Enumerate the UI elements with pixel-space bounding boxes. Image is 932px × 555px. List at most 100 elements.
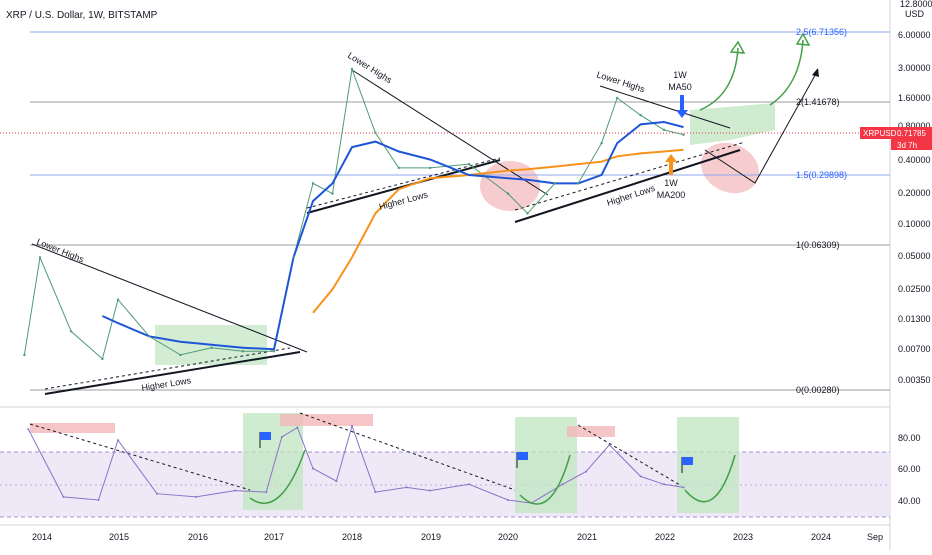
rsi-red-zone-2 [280,414,373,426]
price-point [662,128,666,132]
flag-icon [259,432,271,448]
price-point [23,353,26,357]
current-symbol: XRPUSD [863,129,897,138]
annotation-ma200-line1: 1W [664,178,678,188]
trendline-higher-lows-3 [514,149,741,223]
fib-label-1-5: 1.5(0.29898) [796,170,847,180]
price-point [210,346,213,350]
price-point [639,114,642,117]
price-axis[interactable]: 12.80000 USD 6.00000 3.00000 1.60000 0.8… [898,0,932,385]
rsi-axis-label: 80.00 [898,433,921,443]
price-point [600,141,603,145]
rsi-trendline-1 [29,423,251,491]
rsi-axis-label: 40.00 [898,496,921,506]
time-axis-label: 2022 [655,532,675,542]
time-axis-label: Sep [867,532,883,542]
ma50-series [101,120,684,351]
price-axis-label: 0.02500 [898,284,931,294]
rsi-point [507,499,509,501]
projection-path [704,69,819,184]
price-point [311,182,315,185]
fib-label-2: 2(1.41678) [796,97,840,107]
price-point [272,350,276,353]
rsi-point [265,491,268,494]
price-point [148,335,151,338]
price-point [397,166,400,170]
chart-title: XRP / U.S. Dollar, 1W, BITSTAMP [6,10,158,21]
countdown-tag [891,139,932,150]
price-point [350,67,354,71]
price-axis-label: 0.01300 [898,314,931,324]
price-axis-label: 0.00350 [898,375,931,385]
price-axis-label: 3.00000 [898,63,931,73]
rsi-point [429,489,431,492]
currency-label: USD [905,9,925,19]
red-zone-projection [700,142,760,194]
red-zone-2020 [480,161,540,211]
rsi-point [639,475,642,478]
green-arrow-up-2 [769,39,804,106]
rsi-red-zone-3 [567,426,615,437]
rsi-curve-1 [249,449,306,504]
price-point [526,212,529,215]
price-point [374,131,377,135]
price-point [331,192,334,195]
rsi-point [682,486,685,489]
countdown: 3d 7h [897,141,917,150]
ma50-arrow [676,95,688,118]
price-point [38,256,42,259]
price-points [23,67,685,361]
rsi-point [468,483,470,486]
flag-icon [516,452,528,468]
fib-label-2-5: 2.5(6.71356) [796,27,847,37]
time-axis[interactable]: 2014 2015 2016 2017 2018 2019 2020 2021 … [32,532,883,542]
rsi-point [280,436,283,438]
price-point [616,96,619,100]
price-point [428,166,432,170]
price-axis-label: 0.05000 [898,251,931,261]
price-point [70,330,73,333]
fib-label-1: 1(0.06309) [796,240,840,250]
current-price: 0.71785 [897,129,926,138]
rsi-point [312,467,314,470]
rsi-point [27,428,30,431]
rsi-point [405,486,408,489]
price-axis-label: 6.00000 [898,30,931,40]
rsi-point [296,426,299,429]
ma200-series [312,148,684,314]
rsi-point [62,495,65,498]
time-axis-label: 2020 [498,532,518,542]
rsi-point [608,443,611,446]
rsi-red-zone-1 [30,423,115,433]
rsi-point [663,483,665,486]
rsi-point [156,492,158,495]
rsi-point [195,495,197,498]
time-axis-label: 2014 [32,532,52,542]
price-point [101,357,104,361]
price-axis-label: 12.80000 [900,0,932,9]
trendline-higher-lows-1 [44,351,301,395]
trendline-higher-lows-3-dashed [514,141,746,211]
price-point [682,133,685,136]
ma200-arrow [665,154,677,175]
time-axis-label: 2024 [811,532,831,542]
price-axis-label: 0.40000 [898,155,931,165]
current-price-tag [860,127,932,139]
rsi-point [97,499,100,501]
price-point [467,162,471,166]
green-zone-projection [690,103,775,145]
price-axis-label: 0.10000 [898,219,931,229]
price-point [292,256,295,259]
rsi-axis-label: 60.00 [898,464,921,474]
rsi-point [335,480,338,483]
annotation-ma50-line1: 1W [673,70,687,80]
price-point [506,192,510,195]
price-point [241,350,244,353]
rsi-curve-2 [519,454,571,505]
price-point [179,353,182,357]
price-point [116,298,120,301]
time-axis-label: 2017 [264,532,284,542]
rsi-green-zone-1 [243,413,303,510]
